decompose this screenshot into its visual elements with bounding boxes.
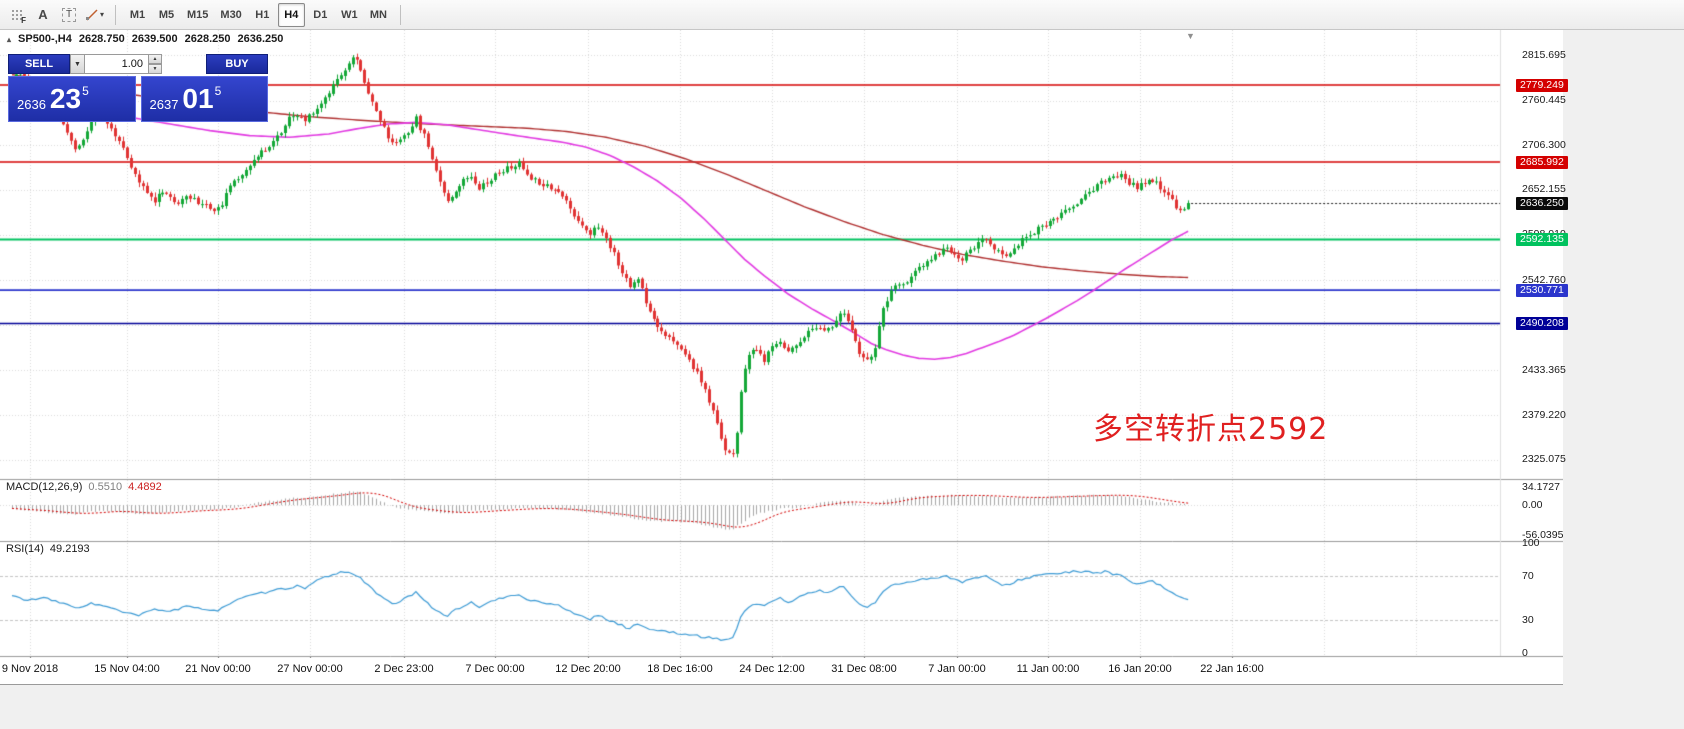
price-axis-label: 2706.300 [1522, 138, 1566, 151]
time-axis-label: 12 Dec 20:00 [555, 663, 621, 675]
time-axis-label: 31 Dec 08:00 [831, 663, 897, 675]
grid-dots-icon [11, 8, 23, 21]
macd-name: MACD(12,26,9) [6, 481, 83, 493]
volume-dropdown-button[interactable]: ▼ [70, 54, 85, 74]
time-axis-label: 7 Dec 00:00 [465, 663, 525, 675]
volume-input[interactable]: 1.00 [85, 54, 149, 74]
price-badge-blue: 2530.771 [1516, 283, 1568, 297]
symbol-timeframe-label: SP500-,H4 [18, 33, 72, 45]
rsi-axis-label: 30 [1522, 613, 1534, 626]
chart-expand-icon[interactable]: ▴ [7, 34, 12, 44]
time-axis-label: 9 Nov 2018 [1, 663, 59, 675]
grid-f-label: F [21, 15, 26, 25]
rsi-name: RSI(14) [6, 543, 44, 555]
shape-line-icon [85, 8, 98, 21]
time-axis-label: 21 Nov 00:00 [185, 663, 251, 675]
price-axis-label: 2433.365 [1522, 363, 1566, 376]
timeframe-buttons: M1 M5 M15 M30 H1 H4 D1 W1 MN [124, 2, 392, 27]
sell-price-display[interactable]: 2636 23 5 [8, 76, 136, 122]
rsi-axis-label: 100 [1522, 536, 1540, 549]
buy-price-display[interactable]: 2637 01 5 [140, 76, 268, 122]
sell-price-prefix: 2636 [17, 97, 46, 112]
timeframe-button-m1[interactable]: M1 [129, 8, 146, 21]
time-axis-label: 2 Dec 23:00 [374, 663, 434, 675]
price-axis-label: 2652.155 [1522, 183, 1566, 196]
volume-spinner[interactable]: ▲ ▼ [149, 54, 162, 74]
ohlc-high: 2639.500 [131, 33, 178, 45]
timeframe-button-m5[interactable]: M5 [158, 8, 175, 21]
buy-price-prefix: 2637 [149, 97, 179, 112]
time-axis-label: 7 Jan 00:00 [928, 663, 986, 675]
macd-signal-value: 4.4892 [128, 481, 162, 493]
macd-axis-label: 0.00 [1522, 498, 1543, 511]
price-axis-label: 2815.695 [1522, 48, 1566, 61]
time-axis-label: 27 Nov 00:00 [277, 663, 343, 675]
rsi-axis-label: 0 [1522, 646, 1528, 659]
rsi-value: 49.2193 [49, 543, 90, 555]
price-badge-red: 2779.249 [1516, 78, 1568, 92]
rsi-axis-label: 70 [1522, 569, 1534, 582]
text-label-icon[interactable]: A [38, 7, 48, 22]
sell-price-big: 23 [49, 83, 82, 114]
price-badge-navy: 2490.208 [1516, 317, 1568, 331]
toolbar: F A T ▾ M1 M5 M15 M30 H1 H4 D1 W1 MN [0, 0, 1684, 30]
price-badge-black: 2636.250 [1516, 196, 1568, 210]
price-badge-red: 2685.992 [1516, 155, 1568, 169]
time-axis-label: 18 Dec 16:00 [647, 663, 713, 675]
timeframe-button-h1[interactable]: H1 [255, 8, 270, 21]
timeframe-button-mn[interactable]: MN [369, 8, 387, 21]
grid-f-icon[interactable]: F [5, 3, 29, 27]
toolbar-separator [399, 4, 401, 25]
price-axis-label: 2325.075 [1522, 453, 1566, 466]
time-axis-label: 11 Jan 00:00 [1016, 663, 1080, 675]
macd-axis-label: -56.0395 [1522, 528, 1564, 541]
macd-main-value: 0.5510 [88, 481, 123, 493]
chart-annotation-text: 多空转折点2592 [1093, 412, 1329, 447]
spin-down-icon[interactable]: ▼ [149, 64, 162, 74]
price-axis[interactable]: 2815.695 2779.249 2760.445 2706.300 2685.992… [1500, 30, 1568, 659]
time-axis-label: 15 Nov 04:00 [94, 663, 160, 675]
chart-shift-marker-icon[interactable]: ▼ [1186, 31, 1195, 41]
price-axis-label: 2760.445 [1522, 94, 1566, 107]
spin-up-icon[interactable]: ▲ [149, 54, 162, 64]
time-axis[interactable]: 9 Nov 2018 15 Nov 04:00 21 Nov 00:00 27 Nov… [0, 658, 1563, 684]
timeframe-button-h4[interactable]: H4 [277, 2, 305, 27]
ohlc-low: 2628.250 [184, 33, 231, 45]
buy-price-sup: 5 [214, 84, 222, 98]
price-chart-canvas[interactable] [0, 30, 1563, 658]
time-axis-label: 24 Dec 12:00 [739, 663, 805, 675]
time-axis-label: 22 Jan 16:00 [1200, 663, 1264, 675]
price-axis-label: 2542.760 [1522, 273, 1566, 286]
buy-price-big: 01 [182, 83, 214, 114]
buy-button[interactable]: BUY [206, 54, 268, 74]
trade-controls-row: SELL ▼ 1.00 ▲ ▼ BUY [8, 54, 268, 74]
timeframe-button-w1[interactable]: W1 [341, 8, 358, 21]
sell-price-sup: 5 [82, 84, 89, 98]
sell-button[interactable]: SELL [8, 54, 70, 74]
price-badge-green: 2592.135 [1516, 232, 1568, 246]
timeframe-button-d1[interactable]: D1 [313, 8, 328, 21]
macd-axis-label: 34.1727 [1522, 480, 1560, 493]
macd-indicator-label: MACD(12,26,9) 0.5510 4.4892 [6, 481, 162, 493]
shapes-tool-icon[interactable]: ▾ [83, 3, 107, 27]
rsi-indicator-label: RSI(14) 49.2193 [6, 543, 90, 555]
trade-prices-row: 2636 23 5 2637 01 5 [8, 76, 268, 122]
timeframe-button-m30[interactable]: M30 [220, 8, 242, 21]
ohlc-open: 2628.750 [78, 33, 125, 45]
toolbar-separator [115, 4, 116, 25]
chart-window: ▴ SP500-,H4 2628.750 2639.500 2628.250 2… [0, 30, 1568, 685]
dropdown-caret-icon: ▾ [99, 10, 104, 19]
chart-header: ▴ SP500-,H4 2628.750 2639.500 2628.250 2… [7, 33, 283, 45]
time-axis-label: 16 Jan 20:00 [1108, 663, 1172, 675]
text-box-icon[interactable]: T [57, 3, 81, 27]
timeframe-button-m15[interactable]: M15 [187, 8, 209, 21]
price-axis-label: 2379.220 [1522, 408, 1566, 421]
ohlc-close: 2636.250 [237, 33, 284, 45]
one-click-trading-panel: SELL ▼ 1.00 ▲ ▼ BUY 2636 23 5 2637 01 5 [8, 54, 268, 122]
